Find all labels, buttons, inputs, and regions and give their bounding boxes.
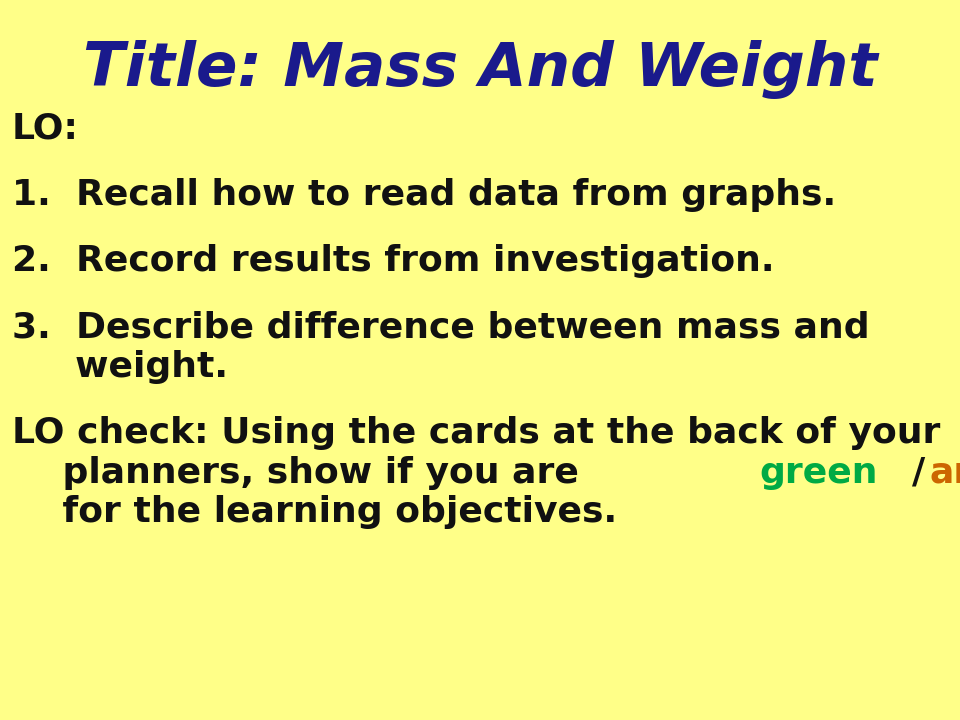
Text: green: green <box>759 456 877 490</box>
Text: /: / <box>912 456 925 490</box>
Text: Title: Mass And Weight: Title: Mass And Weight <box>83 40 877 99</box>
Text: 2.  Record results from investigation.: 2. Record results from investigation. <box>12 244 774 278</box>
Text: weight.: weight. <box>12 350 228 384</box>
Text: amber: amber <box>929 456 960 490</box>
Text: for the learning objectives.: for the learning objectives. <box>12 495 616 529</box>
Text: 3.  Describe difference between mass and: 3. Describe difference between mass and <box>12 310 869 344</box>
Text: planners, show if you are: planners, show if you are <box>12 456 591 490</box>
Text: LO:: LO: <box>12 112 79 145</box>
Text: LO check: Using the cards at the back of your: LO check: Using the cards at the back of… <box>12 416 940 450</box>
Text: 1.  Recall how to read data from graphs.: 1. Recall how to read data from graphs. <box>12 178 835 212</box>
